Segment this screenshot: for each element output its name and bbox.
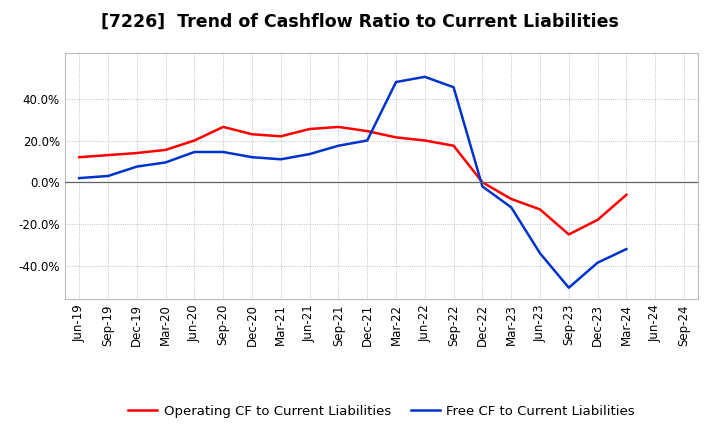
Free CF to Current Liabilities: [420, 74, 429, 80]
Line: Free CF to Current Liabilities: Free CF to Current Liabilities: [79, 77, 626, 288]
Operating CF to Current Liabilities: [536, 207, 544, 212]
Operating CF to Current Liabilities: [276, 134, 285, 139]
Operating CF to Current Liabilities: [75, 154, 84, 160]
Text: [7226]  Trend of Cashflow Ratio to Current Liabilities: [7226] Trend of Cashflow Ratio to Curren…: [101, 13, 619, 31]
Operating CF to Current Liabilities: [449, 143, 458, 148]
Operating CF to Current Liabilities: [219, 124, 228, 129]
Free CF to Current Liabilities: [363, 138, 372, 143]
Free CF to Current Liabilities: [104, 173, 112, 179]
Operating CF to Current Liabilities: [161, 147, 170, 153]
Free CF to Current Liabilities: [392, 79, 400, 84]
Operating CF to Current Liabilities: [248, 132, 256, 137]
Operating CF to Current Liabilities: [564, 232, 573, 237]
Free CF to Current Liabilities: [219, 149, 228, 154]
Free CF to Current Liabilities: [449, 84, 458, 90]
Operating CF to Current Liabilities: [363, 128, 372, 134]
Operating CF to Current Liabilities: [392, 135, 400, 140]
Free CF to Current Liabilities: [334, 143, 343, 148]
Operating CF to Current Liabilities: [593, 217, 602, 223]
Free CF to Current Liabilities: [305, 151, 314, 157]
Free CF to Current Liabilities: [276, 157, 285, 162]
Free CF to Current Liabilities: [593, 260, 602, 265]
Free CF to Current Liabilities: [161, 160, 170, 165]
Free CF to Current Liabilities: [132, 164, 141, 169]
Free CF to Current Liabilities: [75, 176, 84, 181]
Operating CF to Current Liabilities: [305, 126, 314, 132]
Free CF to Current Liabilities: [248, 154, 256, 160]
Free CF to Current Liabilities: [564, 285, 573, 290]
Free CF to Current Liabilities: [507, 205, 516, 210]
Operating CF to Current Liabilities: [132, 150, 141, 156]
Free CF to Current Liabilities: [536, 251, 544, 256]
Operating CF to Current Liabilities: [507, 196, 516, 202]
Operating CF to Current Liabilities: [478, 180, 487, 185]
Free CF to Current Liabilities: [622, 246, 631, 252]
Free CF to Current Liabilities: [478, 184, 487, 189]
Operating CF to Current Liabilities: [622, 192, 631, 198]
Legend: Operating CF to Current Liabilities, Free CF to Current Liabilities: Operating CF to Current Liabilities, Fre…: [123, 400, 640, 423]
Operating CF to Current Liabilities: [104, 153, 112, 158]
Operating CF to Current Liabilities: [334, 124, 343, 129]
Free CF to Current Liabilities: [190, 149, 199, 154]
Operating CF to Current Liabilities: [190, 138, 199, 143]
Operating CF to Current Liabilities: [420, 138, 429, 143]
Line: Operating CF to Current Liabilities: Operating CF to Current Liabilities: [79, 127, 626, 235]
